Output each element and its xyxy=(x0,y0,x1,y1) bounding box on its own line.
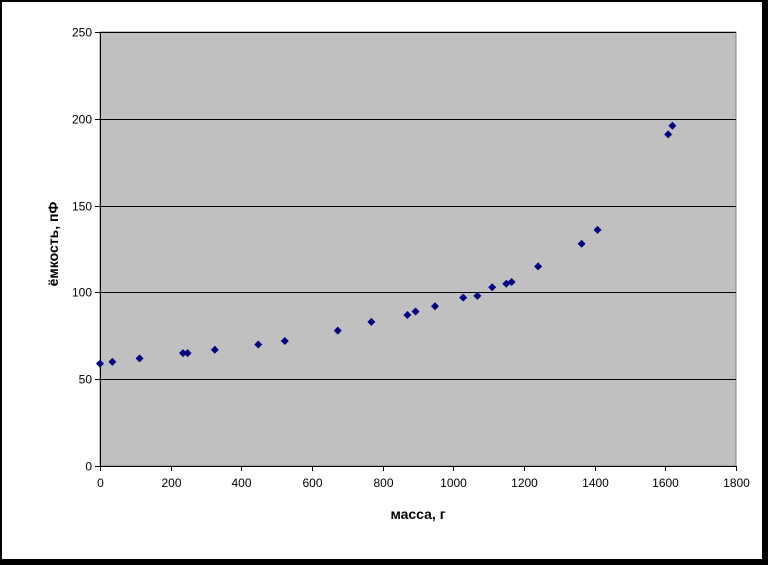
x-tick-label-200: 200 xyxy=(161,476,181,490)
data-point-1 xyxy=(108,357,117,366)
data-point-17 xyxy=(507,277,516,286)
data-point-8 xyxy=(333,326,342,335)
data-point-0 xyxy=(96,359,104,368)
data-point-4 xyxy=(183,349,192,358)
axes xyxy=(100,32,736,467)
data-point-19 xyxy=(577,239,586,248)
data-point-2 xyxy=(135,354,144,363)
data-point-12 xyxy=(430,302,439,311)
y-tick-label-100: 100 xyxy=(72,286,92,300)
x-axis-ticks: 0 200 400 600 800 1000 1200 1400 1600 1800 xyxy=(97,466,750,490)
y-tick-label-250: 250 xyxy=(72,26,92,40)
y-tick-label-200: 200 xyxy=(72,113,92,127)
data-point-14 xyxy=(473,291,482,300)
x-tick-label-1000: 1000 xyxy=(440,476,467,490)
data-point-22 xyxy=(668,121,677,130)
y-axis-ticks: 0 50 100 150 200 250 xyxy=(72,26,100,474)
data-point-13 xyxy=(459,293,468,302)
y-tick-label-150: 150 xyxy=(72,200,92,214)
data-point-21 xyxy=(664,130,673,139)
data-point-3 xyxy=(179,349,188,358)
data-point-10 xyxy=(403,310,412,319)
y-tick-label-0: 0 xyxy=(85,460,92,474)
data-point-15 xyxy=(488,283,497,292)
y-axis-title: ёмкость, пФ xyxy=(45,202,61,287)
x-tick-label-1600: 1600 xyxy=(652,476,679,490)
data-point-7 xyxy=(280,337,289,346)
data-point-20 xyxy=(593,225,602,234)
x-tick-label-0: 0 xyxy=(97,476,104,490)
y-tick-label-50: 50 xyxy=(79,373,93,387)
x-tick-label-800: 800 xyxy=(373,476,393,490)
data-point-6 xyxy=(254,340,263,349)
grid-lines xyxy=(100,32,736,380)
x-tick-label-1200: 1200 xyxy=(511,476,538,490)
data-point-18 xyxy=(534,262,543,271)
data-points xyxy=(96,121,677,368)
data-point-5 xyxy=(210,345,219,354)
data-point-11 xyxy=(411,307,420,316)
x-tick-label-1800: 1800 xyxy=(723,476,750,490)
x-axis-title: масса, г xyxy=(390,506,445,522)
x-tick-label-1400: 1400 xyxy=(582,476,609,490)
x-tick-label-400: 400 xyxy=(231,476,251,490)
plot-area xyxy=(99,31,737,467)
data-point-9 xyxy=(367,317,376,326)
x-tick-label-600: 600 xyxy=(302,476,322,490)
